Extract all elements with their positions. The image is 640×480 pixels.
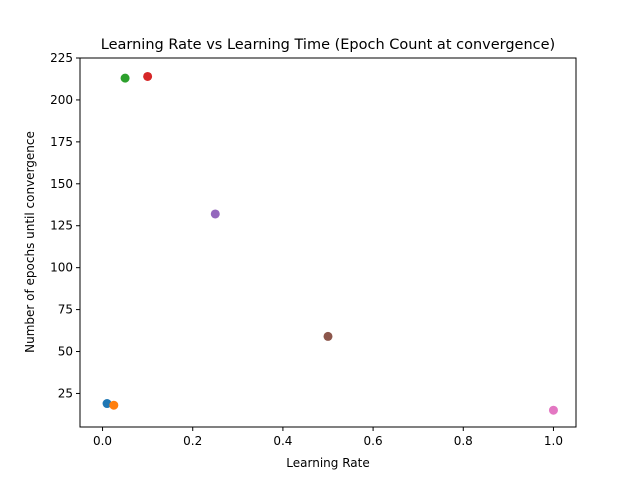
data-point: [323, 331, 333, 341]
data-point: [210, 209, 220, 219]
y-tick-label: 200: [50, 93, 73, 107]
data-points: [102, 71, 558, 415]
chart-title: Learning Rate vs Learning Time (Epoch Co…: [101, 37, 555, 53]
x-tick-label: 1.0: [544, 434, 563, 448]
y-tick-label: 225: [50, 51, 73, 65]
y-tick-label: 100: [50, 261, 73, 275]
data-point: [102, 399, 112, 409]
x-axis: 0.0 0.2 0.4 0.6 0.8 1.0: [93, 427, 563, 448]
data-point: [143, 71, 153, 81]
y-tick-label: 25: [58, 386, 73, 400]
x-tick-label: 0.6: [364, 434, 383, 448]
y-tick-label: 50: [58, 345, 73, 359]
y-tick-label: 150: [50, 177, 73, 191]
y-tick-label: 75: [58, 303, 73, 317]
y-tick-label: 125: [50, 219, 73, 233]
data-point: [120, 73, 130, 83]
y-tick-label: 175: [50, 135, 73, 149]
data-point: [548, 405, 558, 415]
x-tick-label: 0.4: [273, 434, 292, 448]
plot-area-frame: [79, 57, 577, 428]
x-tick-label: 0.0: [93, 434, 112, 448]
y-axis-label: Number of epochs until convergence: [23, 131, 37, 353]
x-tick-label: 0.2: [183, 434, 202, 448]
x-axis-label: Learning Rate: [286, 456, 369, 470]
data-point: [109, 400, 119, 410]
y-axis: 25 50 75 100 125 150 175 200 225: [50, 51, 80, 400]
x-tick-label: 0.8: [454, 434, 473, 448]
